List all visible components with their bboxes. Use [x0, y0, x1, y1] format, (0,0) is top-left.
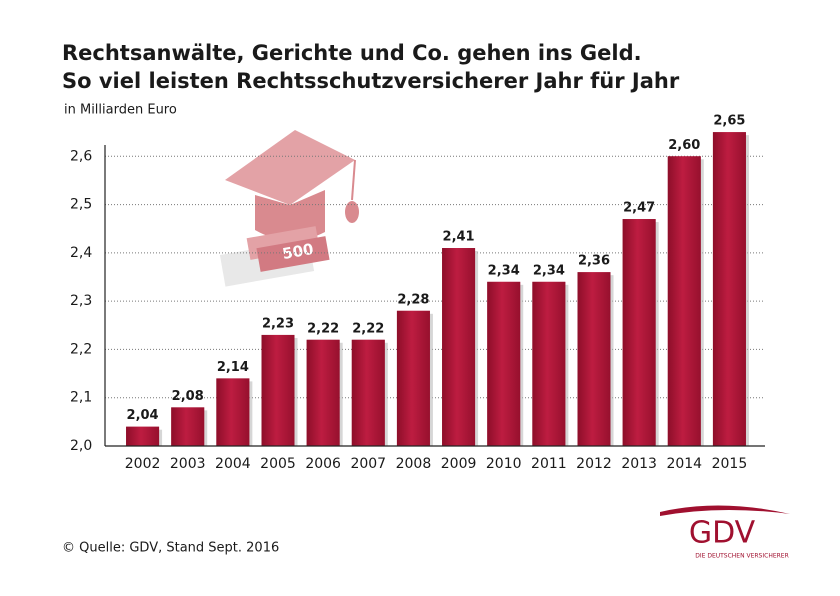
- bar-shade: [532, 281, 566, 446]
- bar-shade: [577, 272, 611, 446]
- x-tick-label: 2009: [441, 456, 477, 472]
- value-label: 2,14: [217, 360, 249, 375]
- value-label: 2,36: [578, 254, 610, 269]
- logo-name: GDV: [689, 516, 756, 551]
- bar-shade: [442, 248, 476, 446]
- bar-shade: [622, 219, 656, 446]
- bar-shade: [306, 339, 340, 446]
- bar-shade: [396, 310, 430, 446]
- bar-shade: [712, 132, 746, 446]
- bar-shade: [216, 378, 250, 446]
- x-tick-label: 2007: [350, 456, 386, 472]
- illustration: 500: [219, 130, 359, 287]
- banknote-label: 500: [281, 240, 315, 263]
- bar-shade: [667, 156, 701, 447]
- x-tick-label: 2008: [396, 456, 432, 472]
- x-tick-label: 2011: [531, 456, 567, 472]
- y-tick-label: 2,5: [70, 197, 92, 213]
- value-label: 2,08: [172, 389, 204, 404]
- x-tick-label: 2005: [260, 456, 296, 472]
- value-label: 2,22: [307, 321, 339, 336]
- value-label: 2,41: [443, 230, 475, 245]
- y-tick-label: 2,1: [70, 390, 92, 406]
- logo: GDV DIE DEUTSCHEN VERSICHERER: [660, 505, 790, 560]
- x-tick-label: 2014: [666, 456, 702, 472]
- x-tick-label: 2006: [305, 456, 341, 472]
- chart-title: So viel leisten Rechtsschutzversicherer …: [62, 69, 680, 93]
- value-label: 2,22: [352, 321, 384, 336]
- y-tick-label: 2,4: [70, 245, 92, 261]
- x-tick-label: 2002: [125, 456, 161, 472]
- value-label: 2,47: [623, 201, 655, 216]
- value-label: 2,34: [533, 263, 565, 278]
- y-tick-label: 2,2: [70, 341, 92, 357]
- bar-shade: [126, 426, 160, 446]
- y-tick-label: 2,0: [70, 438, 92, 454]
- x-tick-label: 2010: [486, 456, 522, 472]
- source: © Quelle: GDV, Stand Sept. 2016: [62, 541, 279, 556]
- x-tick-label: 2004: [215, 456, 251, 472]
- chart-subtitle: in Milliarden Euro: [64, 103, 177, 118]
- value-label: 2,65: [713, 114, 745, 129]
- value-label: 2,34: [488, 263, 520, 278]
- bar-shade: [351, 339, 385, 446]
- value-label: 2,23: [262, 316, 294, 331]
- x-tick-label: 2015: [712, 456, 748, 472]
- y-tick-label: 2,6: [70, 148, 92, 164]
- bar-shade: [261, 334, 295, 446]
- x-tick-label: 2003: [170, 456, 206, 472]
- y-tick-label: 2,3: [70, 293, 92, 309]
- value-label: 2,04: [127, 408, 159, 423]
- chart-title: Rechtsanwälte, Gerichte und Co. gehen in…: [62, 41, 642, 65]
- logo-tagline: DIE DEUTSCHEN VERSICHERER: [695, 553, 789, 560]
- value-label: 2,60: [668, 138, 700, 153]
- x-tick-label: 2013: [621, 456, 657, 472]
- x-tick-label: 2012: [576, 456, 612, 472]
- bar-shade: [171, 407, 205, 446]
- value-label: 2,28: [397, 292, 429, 307]
- bar-shade: [487, 281, 521, 446]
